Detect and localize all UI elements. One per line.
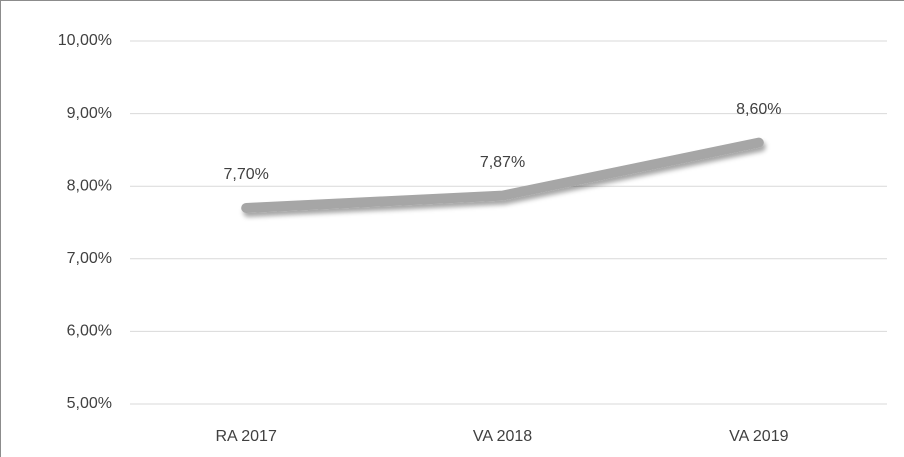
y-tick-label: 5,00% xyxy=(67,395,112,412)
y-tick-label: 6,00% xyxy=(67,323,112,340)
y-tick-label: 9,00% xyxy=(67,105,112,122)
y-tick-label: 8,00% xyxy=(67,177,112,194)
data-label: 8,60% xyxy=(736,101,781,118)
x-tick-label: VA 2019 xyxy=(729,428,788,445)
line xyxy=(241,137,764,213)
x-tick-label: RA 2017 xyxy=(215,428,276,445)
y-tick-label: 7,00% xyxy=(67,250,112,267)
x-tick-label: VA 2018 xyxy=(473,428,532,445)
y-tick-label: 10,00% xyxy=(58,32,112,49)
data-label: 7,87% xyxy=(480,154,525,171)
data-label: 7,70% xyxy=(223,166,268,183)
